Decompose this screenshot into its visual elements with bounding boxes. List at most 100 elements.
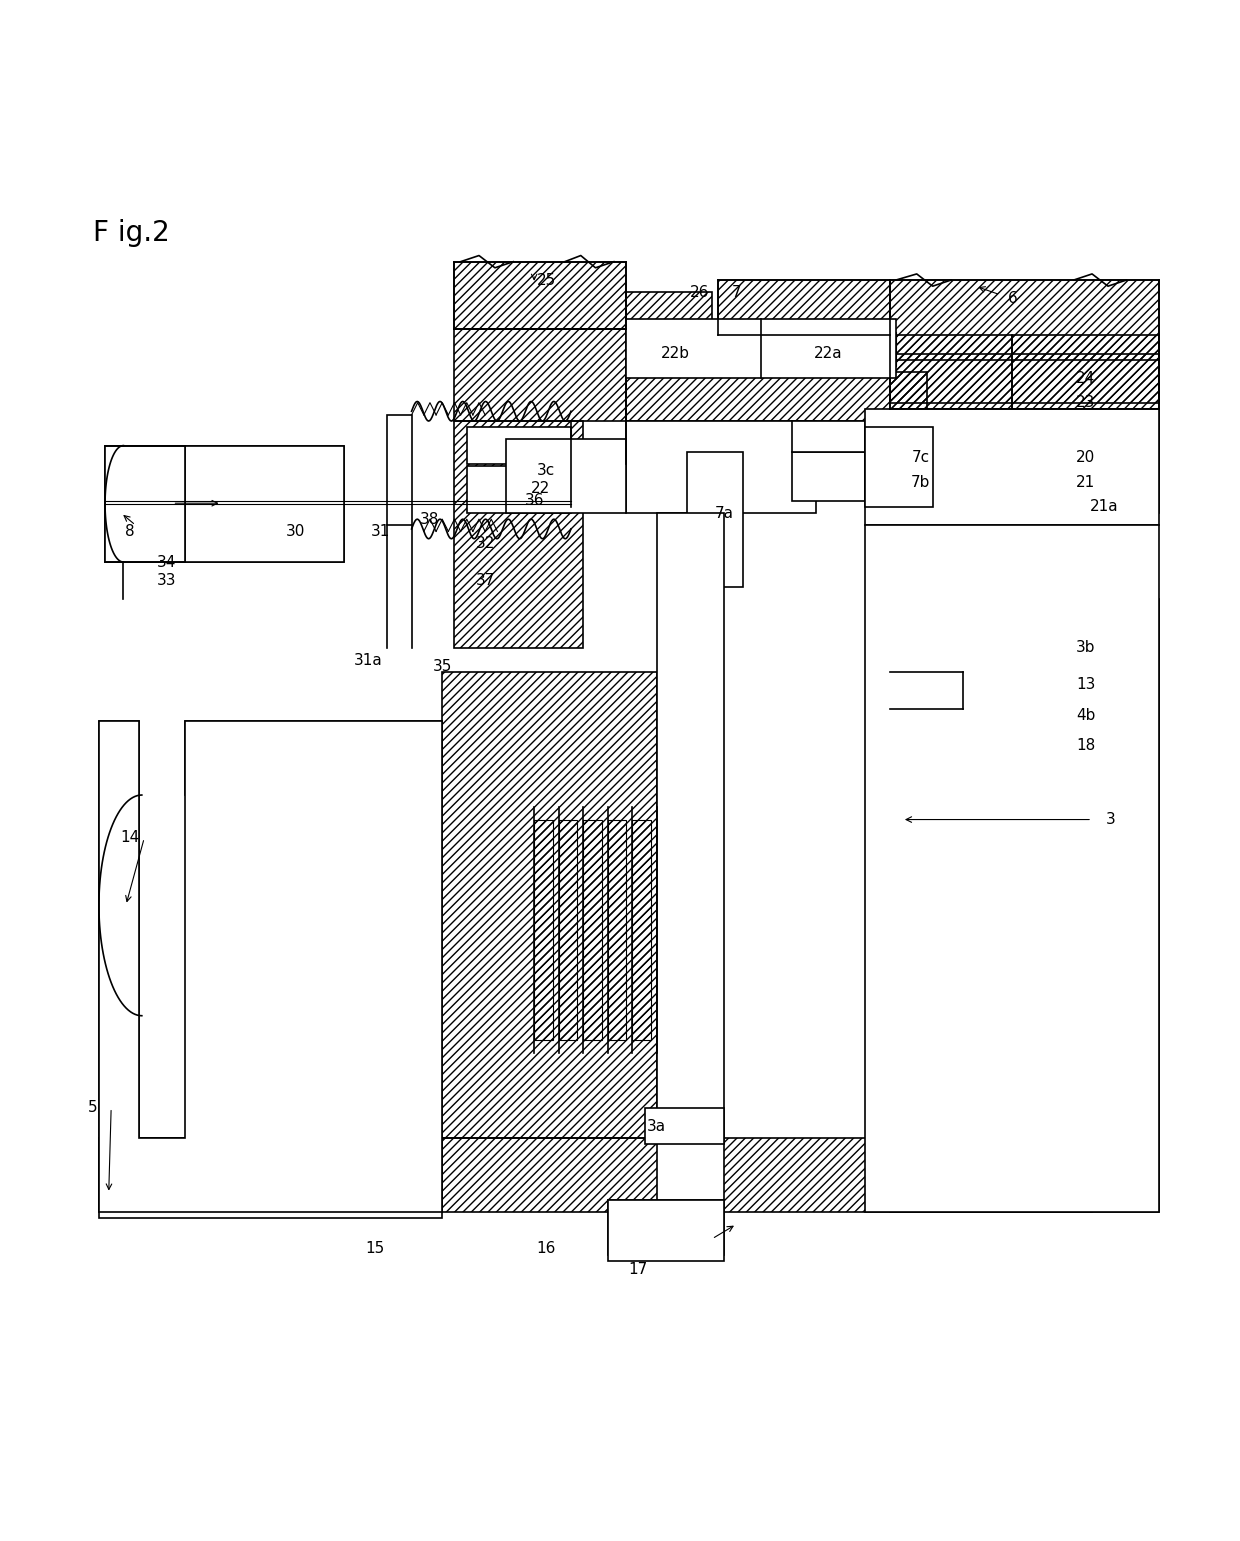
- Text: 26: 26: [689, 285, 709, 300]
- Text: 16: 16: [537, 1241, 556, 1256]
- Text: 7a: 7a: [714, 505, 734, 521]
- Bar: [890, 599, 1159, 1211]
- Text: 15: 15: [365, 1241, 384, 1256]
- Bar: [608, 820, 626, 1040]
- Bar: [1012, 336, 1159, 408]
- Text: 22: 22: [531, 481, 549, 496]
- Polygon shape: [99, 721, 443, 1211]
- Bar: [626, 421, 816, 513]
- Text: 32: 32: [475, 536, 495, 552]
- Text: 38: 38: [420, 512, 440, 527]
- Bar: [105, 445, 185, 562]
- Bar: [455, 421, 583, 647]
- Bar: [547, 430, 570, 461]
- Bar: [794, 455, 863, 498]
- Bar: [687, 452, 743, 587]
- Bar: [866, 525, 1159, 1211]
- Bar: [626, 331, 759, 365]
- Bar: [99, 1139, 443, 1217]
- Text: 23: 23: [1076, 394, 1096, 410]
- Bar: [657, 820, 675, 1040]
- Bar: [611, 1204, 720, 1257]
- Text: 7: 7: [732, 285, 742, 300]
- Bar: [626, 319, 895, 378]
- Bar: [466, 427, 570, 464]
- Bar: [791, 421, 866, 452]
- Text: 20: 20: [1076, 450, 1096, 465]
- Text: 7c: 7c: [911, 450, 930, 465]
- Bar: [455, 262, 626, 330]
- Text: 3: 3: [1106, 812, 1115, 828]
- Bar: [890, 336, 1012, 408]
- Bar: [866, 427, 932, 507]
- Bar: [632, 427, 706, 507]
- Text: 14: 14: [120, 831, 139, 846]
- Bar: [443, 672, 657, 1139]
- Bar: [443, 1139, 1092, 1211]
- Text: 4b: 4b: [1076, 707, 1096, 723]
- Bar: [185, 445, 345, 562]
- Text: 30: 30: [285, 524, 305, 539]
- Text: 22b: 22b: [661, 347, 689, 361]
- Bar: [466, 467, 570, 513]
- Bar: [534, 820, 553, 1040]
- Bar: [583, 820, 601, 1040]
- Bar: [691, 456, 739, 582]
- Text: 3c: 3c: [537, 462, 556, 478]
- Text: 13: 13: [1076, 676, 1096, 692]
- Bar: [626, 371, 926, 421]
- Bar: [890, 408, 1159, 513]
- Text: F ig.2: F ig.2: [93, 219, 170, 247]
- Bar: [866, 408, 1159, 525]
- Bar: [191, 452, 339, 556]
- Bar: [791, 452, 866, 501]
- Text: 3a: 3a: [647, 1119, 666, 1134]
- Bar: [99, 1139, 443, 1211]
- Bar: [890, 353, 1159, 402]
- Text: 35: 35: [433, 660, 451, 673]
- Text: 33: 33: [156, 573, 176, 589]
- Bar: [626, 293, 712, 330]
- Text: 6: 6: [1007, 291, 1017, 307]
- Text: 3b: 3b: [1076, 641, 1096, 655]
- Bar: [387, 415, 412, 525]
- Bar: [608, 1199, 724, 1261]
- Bar: [510, 444, 622, 510]
- Bar: [872, 532, 1156, 1205]
- Bar: [506, 439, 626, 513]
- Bar: [105, 1145, 436, 1211]
- Bar: [718, 280, 890, 336]
- Bar: [455, 330, 626, 421]
- Text: 7b: 7b: [910, 475, 930, 490]
- Bar: [890, 280, 1159, 359]
- Text: 37: 37: [475, 573, 495, 589]
- Text: 31: 31: [371, 524, 391, 539]
- Bar: [661, 516, 720, 1196]
- Bar: [632, 820, 651, 1040]
- Bar: [185, 721, 443, 795]
- Bar: [872, 413, 1156, 521]
- Bar: [764, 331, 895, 365]
- Bar: [657, 513, 724, 1199]
- Text: 8: 8: [125, 524, 134, 539]
- Bar: [185, 445, 345, 562]
- Text: 17: 17: [629, 1262, 649, 1277]
- Text: 18: 18: [1076, 738, 1096, 754]
- Bar: [559, 820, 577, 1040]
- Bar: [608, 1199, 724, 1254]
- Text: 34: 34: [156, 555, 176, 570]
- Bar: [547, 468, 570, 510]
- Text: 31a: 31a: [355, 653, 383, 667]
- Text: 5: 5: [88, 1100, 98, 1116]
- Text: 36: 36: [525, 493, 544, 509]
- Bar: [645, 1108, 724, 1145]
- Polygon shape: [105, 445, 185, 562]
- Text: 21: 21: [1076, 475, 1096, 490]
- Text: 25: 25: [537, 273, 556, 288]
- Text: 21a: 21a: [1090, 499, 1118, 515]
- Bar: [99, 721, 139, 1139]
- Text: 22a: 22a: [815, 347, 843, 361]
- Bar: [791, 427, 810, 507]
- Text: 24: 24: [1076, 371, 1096, 385]
- Bar: [389, 421, 409, 519]
